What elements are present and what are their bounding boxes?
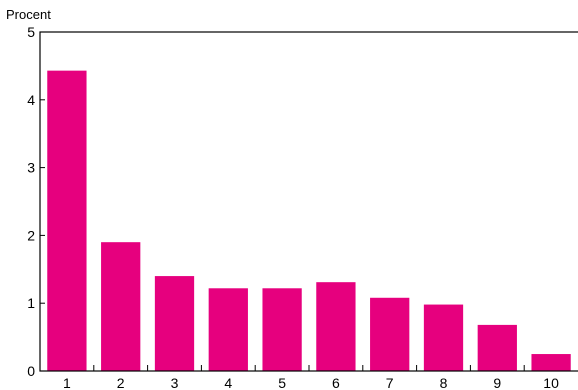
x-tick-label-2: 2	[117, 375, 125, 390]
x-tick-label-8: 8	[440, 375, 448, 390]
bar-10	[531, 354, 571, 371]
x-ticks: 1 2 3 4 5 6 7 8 9 10	[63, 365, 559, 390]
bar-7	[370, 297, 410, 371]
x-tick-label-3: 3	[171, 375, 179, 390]
bar-5	[262, 288, 302, 371]
bar-9	[477, 324, 517, 371]
bar-6	[316, 282, 356, 371]
bar-2	[101, 242, 141, 371]
plot-frame	[39, 31, 578, 372]
x-tick-label-4: 4	[224, 375, 232, 390]
bar-3	[154, 276, 195, 371]
y-tick-label-5: 5	[27, 24, 35, 40]
x-tick-label-6: 6	[332, 375, 340, 390]
bars	[47, 70, 571, 372]
y-tick-label-3: 3	[27, 160, 35, 176]
y-axis-label: Procent	[6, 7, 51, 22]
y-tick-label-4: 4	[27, 92, 35, 108]
x-tick-label-1: 1	[63, 375, 71, 390]
x-tick-label-9: 9	[493, 375, 501, 390]
x-tick-label-7: 7	[386, 375, 394, 390]
x-tick-label-5: 5	[278, 375, 286, 390]
bar-1	[47, 70, 87, 372]
y-tick-label-0: 0	[27, 363, 35, 379]
x-tick-label-10: 10	[543, 375, 559, 390]
y-tick-label-2: 2	[27, 227, 35, 243]
y-ticks: 0 1 2 3 4 5	[27, 24, 45, 379]
y-tick-label-1: 1	[27, 295, 35, 311]
bar-8	[423, 304, 464, 371]
bar-4	[208, 288, 248, 371]
